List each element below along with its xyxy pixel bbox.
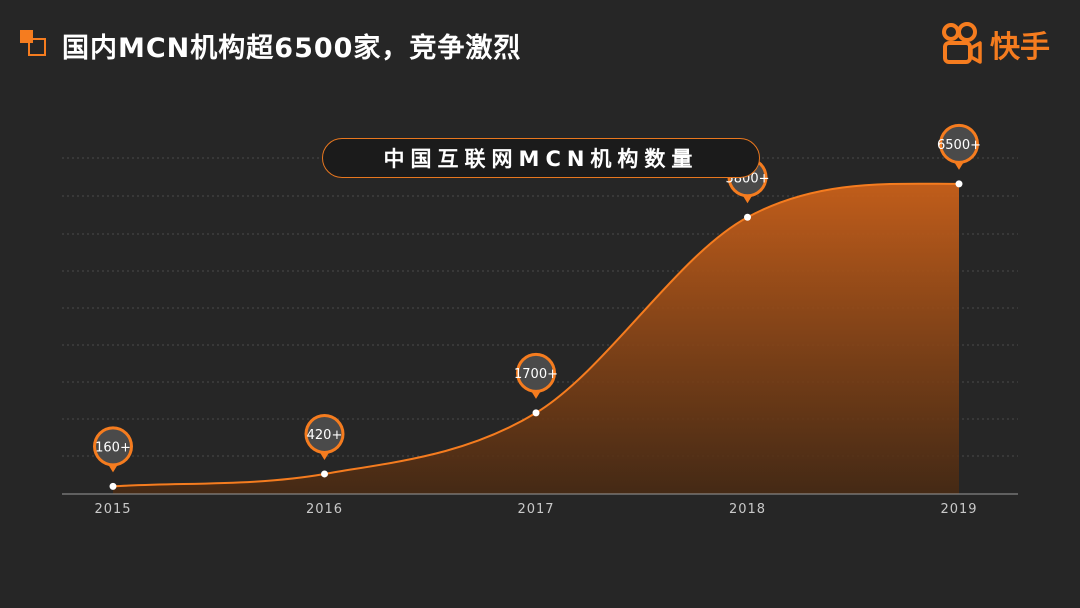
x-tick-label: 2017 — [517, 502, 554, 517]
kuaishou-logo-icon — [942, 22, 982, 64]
title-accent-icon — [20, 30, 48, 58]
x-tick-label: 2018 — [729, 502, 766, 517]
data-point — [955, 180, 963, 188]
data-point — [109, 482, 117, 490]
data-label-callout: 1700+ — [514, 352, 558, 399]
brand-name: 快手 — [990, 30, 1050, 65]
area-fill — [113, 183, 959, 494]
data-point — [744, 213, 751, 221]
brand-logo: 快手 — [940, 22, 1050, 66]
data-label: 1700+ — [514, 367, 558, 382]
x-tick-label: 2019 — [940, 502, 977, 517]
data-label-callout: 6500+ — [937, 123, 981, 170]
x-tick-label: 2016 — [306, 502, 343, 517]
series-line — [112, 182, 960, 488]
page-title: 国内MCN机构超6500家，竞争激烈 — [62, 33, 522, 64]
data-label: 160+ — [95, 440, 131, 455]
chart-title: 中国互联网MCN机构数量 — [322, 138, 760, 178]
data-point — [532, 409, 540, 417]
data-label: 6500+ — [937, 138, 981, 153]
data-label-callout: 420+ — [304, 413, 345, 460]
data-label: 420+ — [307, 428, 343, 443]
x-tick-label: 2015 — [94, 502, 131, 517]
data-label-callout: 160+ — [93, 426, 133, 473]
data-point — [321, 470, 328, 478]
